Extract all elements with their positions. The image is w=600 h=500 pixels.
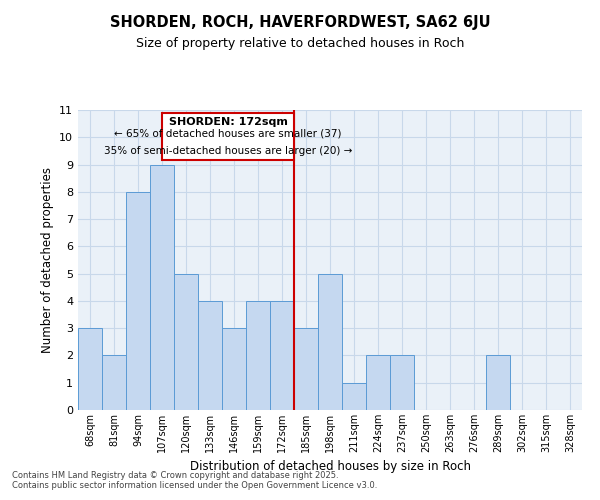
Text: ← 65% of detached houses are smaller (37): ← 65% of detached houses are smaller (37… — [114, 129, 342, 139]
Bar — [270, 301, 294, 410]
Bar — [162, 114, 294, 160]
Bar — [486, 356, 510, 410]
Bar — [126, 192, 150, 410]
Text: SHORDEN: 172sqm: SHORDEN: 172sqm — [169, 116, 287, 126]
Text: 35% of semi-detached houses are larger (20) →: 35% of semi-detached houses are larger (… — [104, 146, 352, 156]
Bar — [78, 328, 102, 410]
Bar — [366, 356, 390, 410]
Text: Size of property relative to detached houses in Roch: Size of property relative to detached ho… — [136, 38, 464, 51]
Bar — [174, 274, 198, 410]
X-axis label: Distribution of detached houses by size in Roch: Distribution of detached houses by size … — [190, 460, 470, 473]
Bar — [342, 382, 366, 410]
Text: SHORDEN, ROCH, HAVERFORDWEST, SA62 6JU: SHORDEN, ROCH, HAVERFORDWEST, SA62 6JU — [110, 15, 490, 30]
Bar — [318, 274, 342, 410]
Bar — [390, 356, 414, 410]
Bar — [150, 164, 174, 410]
Bar — [222, 328, 246, 410]
Y-axis label: Number of detached properties: Number of detached properties — [41, 167, 53, 353]
Text: Contains HM Land Registry data © Crown copyright and database right 2025.
Contai: Contains HM Land Registry data © Crown c… — [12, 470, 377, 490]
Bar — [198, 301, 222, 410]
Bar — [294, 328, 318, 410]
Bar — [246, 301, 270, 410]
Bar — [102, 356, 126, 410]
